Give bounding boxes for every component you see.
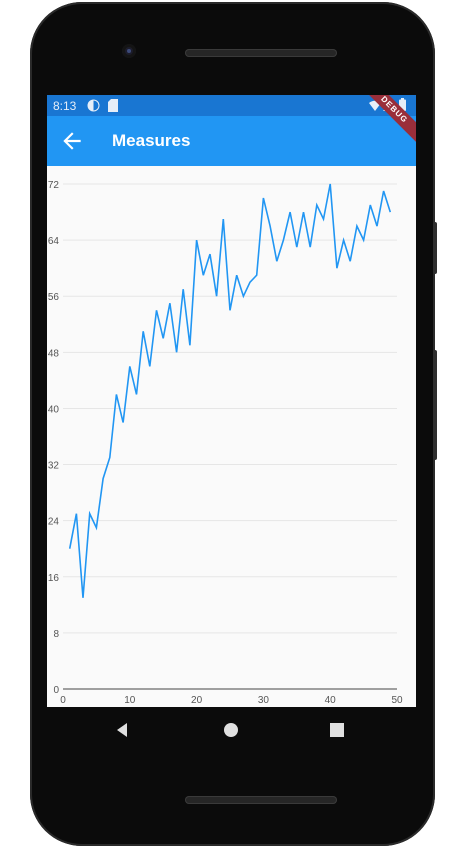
app-bar: Measures	[47, 116, 416, 166]
y-tick-label: 16	[48, 573, 60, 584]
arrow-back-icon[interactable]	[59, 128, 85, 154]
x-tick-label: 30	[258, 695, 270, 706]
y-tick-label: 48	[48, 348, 60, 359]
y-tick-label: 64	[48, 236, 60, 247]
y-tick-label: 72	[48, 180, 60, 191]
bottom-speaker	[185, 796, 337, 804]
x-tick-label: 0	[60, 695, 66, 706]
measures-line-chart: 0 8 16 24 32 40 48 56 64 72 0 10 20 30 40 50	[48, 180, 403, 706]
chart-grid	[63, 183, 397, 634]
notification-icon	[87, 99, 100, 112]
system-nav-bar	[47, 707, 416, 752]
earpiece-speaker	[185, 49, 337, 57]
y-tick-label: 32	[48, 461, 60, 472]
sim-card-icon	[108, 99, 118, 112]
x-tick-label: 50	[391, 695, 403, 706]
y-tick-label: 24	[48, 517, 60, 528]
y-tick-label: 0	[53, 685, 59, 696]
screen: 8:13 Measures DEBUG 0 8 16 24 32 40 48 56 64 72 0…	[47, 95, 416, 707]
y-tick-label: 40	[48, 404, 60, 415]
x-tick-label: 20	[191, 695, 203, 706]
volume-button	[433, 222, 437, 274]
y-tick-label: 8	[53, 629, 59, 640]
nav-back-icon[interactable]	[113, 720, 133, 740]
x-tick-label: 10	[124, 695, 136, 706]
page-title: Measures	[112, 131, 191, 150]
nav-home-icon[interactable]	[221, 720, 241, 740]
nav-recents-icon[interactable]	[327, 720, 347, 740]
x-tick-label: 40	[325, 695, 337, 706]
x-axis-tick-labels: 0 10 20 30 40 50	[60, 695, 403, 706]
y-axis-tick-labels: 0 8 16 24 32 40 48 56 64 72	[48, 180, 60, 696]
status-time: 8:13	[53, 99, 77, 113]
front-camera	[122, 44, 136, 58]
power-button	[433, 350, 437, 460]
y-tick-label: 56	[48, 292, 60, 303]
status-bar: 8:13	[47, 95, 416, 116]
series-line	[68, 183, 392, 598]
